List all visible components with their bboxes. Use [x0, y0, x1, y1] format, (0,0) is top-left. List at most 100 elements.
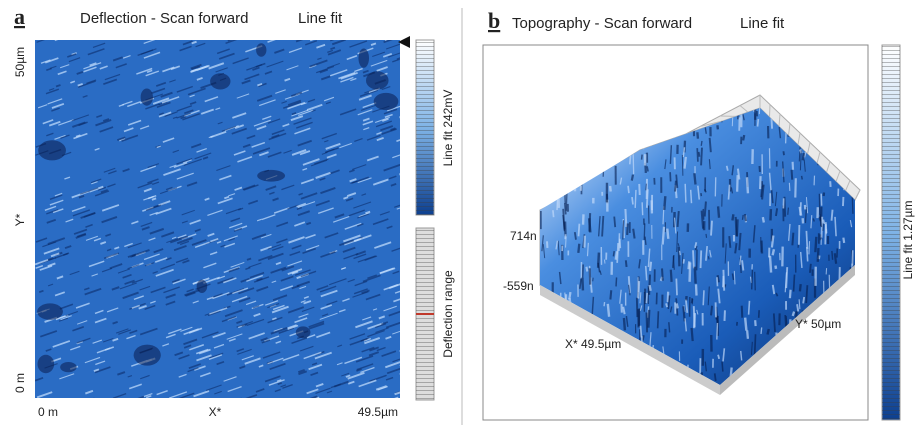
- surface-spike: [797, 304, 798, 311]
- surface-spike: [650, 285, 651, 291]
- surface-spike: [701, 141, 702, 146]
- surface-spike: [633, 229, 634, 239]
- surface-spike: [773, 249, 774, 255]
- x-axis-label: X*: [209, 405, 222, 419]
- texture-stroke: [95, 401, 106, 405]
- surface-spike: [670, 145, 671, 164]
- surface-spike: [784, 197, 785, 217]
- surface-spike: [752, 270, 753, 290]
- texture-stroke: [402, 345, 409, 347]
- surface-spike: [575, 232, 576, 240]
- colorbar-stripes: [882, 45, 900, 420]
- surface-spike: [792, 233, 793, 246]
- texture-stroke: [401, 299, 413, 303]
- surface-spike: [691, 190, 692, 203]
- surface-spike: [650, 262, 651, 271]
- texture-stroke: [152, 198, 156, 199]
- surface-spike: [729, 236, 730, 248]
- surface-spike: [792, 170, 793, 180]
- surface-spike: [785, 315, 786, 327]
- colorbar-stripes: [416, 40, 434, 215]
- x-axis-label: 0 m: [38, 405, 58, 419]
- texture-stroke: [168, 400, 180, 404]
- texture-stroke: [415, 405, 422, 407]
- texture-stroke: [262, 405, 271, 408]
- surface-spike: [628, 186, 629, 193]
- surface-spike: [645, 237, 646, 245]
- surface-spike: [832, 251, 833, 260]
- x-axis-label: 49.5µm: [358, 405, 398, 419]
- x-axis-label: X* 49.5µm: [565, 337, 621, 351]
- surface-spike: [680, 251, 681, 255]
- surface-spike: [676, 279, 677, 296]
- surface-spike: [614, 217, 615, 228]
- surface-spike: [745, 318, 746, 331]
- surface-spike: [776, 208, 777, 216]
- grid-line: [770, 105, 771, 118]
- texture-stroke: [399, 112, 415, 117]
- surface-spike: [794, 275, 795, 292]
- texture-pit: [38, 355, 55, 373]
- surface-spike: [613, 251, 614, 256]
- surface-spike: [718, 355, 719, 359]
- surface-spike: [646, 293, 647, 303]
- surface-spike: [711, 306, 712, 316]
- surface-spike: [683, 259, 684, 263]
- texture-pit: [197, 280, 208, 293]
- surface-spike: [620, 239, 621, 248]
- texture-stroke: [402, 400, 408, 402]
- surface-spike: [706, 234, 707, 238]
- texture-pit: [60, 362, 76, 372]
- texture-stroke: [330, 35, 348, 41]
- panel-title: Topography - Scan forward: [512, 15, 692, 32]
- texture-stroke: [385, 35, 399, 40]
- surface-spike: [697, 148, 698, 162]
- surface-spike: [717, 323, 718, 340]
- surface-spike: [632, 197, 633, 204]
- surface-spike: [646, 184, 647, 191]
- surface-spike: [802, 176, 803, 180]
- surface-spike: [758, 119, 759, 126]
- surface-spike: [610, 290, 611, 299]
- surface-spike: [671, 270, 672, 282]
- surface-spike: [813, 218, 814, 221]
- surface-spike: [583, 264, 584, 277]
- surface-spike: [774, 313, 775, 332]
- texture-stroke: [403, 244, 417, 249]
- surface-spike: [727, 166, 728, 171]
- surface-spike: [761, 241, 762, 254]
- surface-spike: [732, 214, 733, 220]
- surface-spike: [637, 298, 638, 317]
- y-axis-label: 0 m: [13, 373, 27, 393]
- surface-spike: [742, 215, 743, 220]
- z-label: 714n: [510, 229, 537, 243]
- surface-spike: [677, 303, 678, 308]
- surface-spike: [679, 247, 680, 266]
- surface-spike: [770, 256, 771, 273]
- surface-spike: [663, 227, 664, 245]
- colorbar-label: Line fit 1.27µm: [901, 201, 915, 280]
- texture-stroke: [87, 398, 94, 401]
- surface-spike: [835, 217, 836, 236]
- texture-stroke: [408, 162, 414, 164]
- surface-spike: [762, 181, 763, 187]
- texture-stroke: [312, 402, 319, 404]
- surface-spike: [658, 311, 659, 328]
- colorbar-label: Deflection range: [441, 270, 455, 358]
- texture-stroke: [403, 395, 413, 398]
- surface-spike: [823, 220, 824, 224]
- surface-spike: [694, 173, 695, 184]
- surface-spike: [763, 217, 764, 222]
- surface-spike: [800, 202, 801, 215]
- surface-spike: [788, 208, 789, 215]
- surface-spike: [800, 284, 801, 291]
- texture-pit: [296, 326, 311, 338]
- surface-spike: [732, 273, 733, 280]
- surface-spike: [632, 175, 633, 181]
- figure: a Deflection - Scan forward Line fit 50µ…: [0, 0, 915, 425]
- surface-spike: [735, 243, 736, 253]
- texture-stroke: [55, 35, 71, 40]
- surface-spike: [739, 233, 740, 250]
- surface-spike: [641, 326, 642, 338]
- surface-spike: [826, 222, 827, 233]
